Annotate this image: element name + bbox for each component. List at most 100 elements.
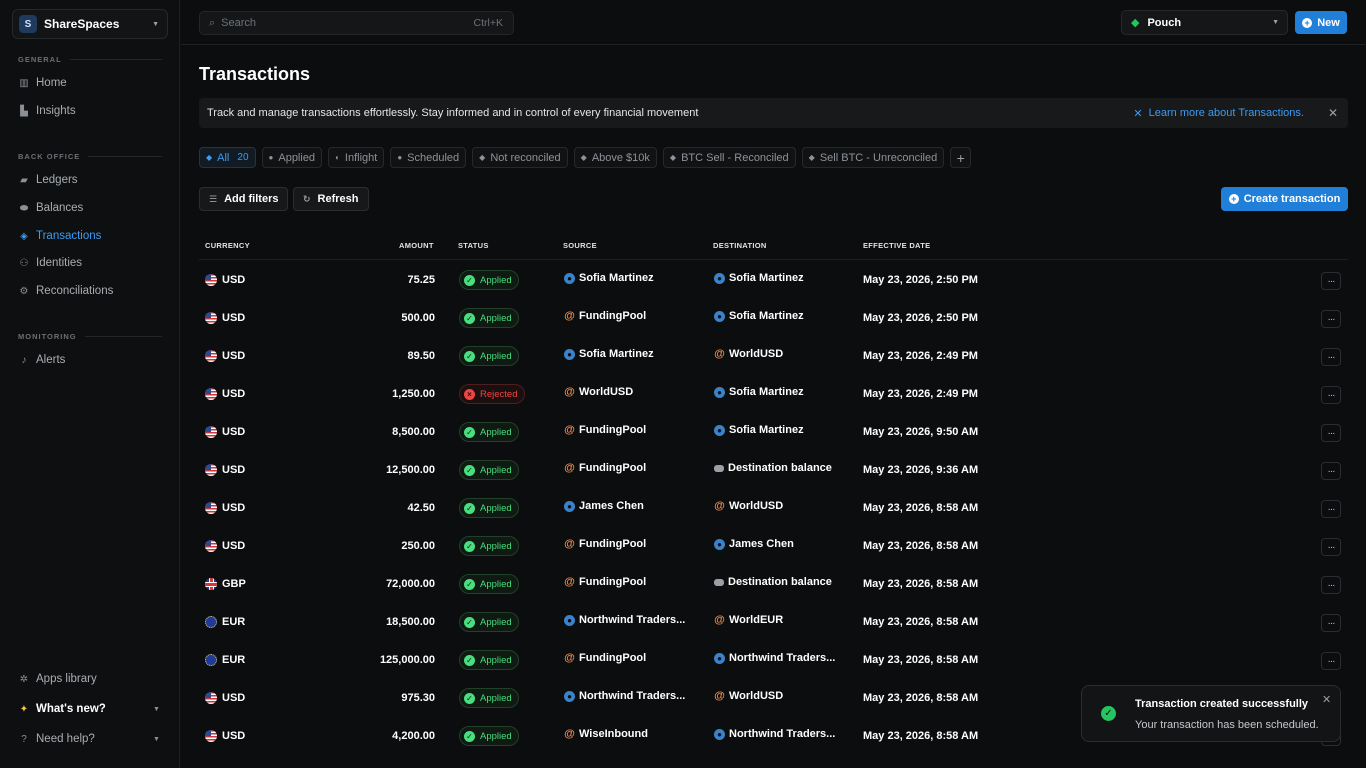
more-options-button[interactable]: ···	[1321, 500, 1341, 518]
destination-cell[interactable]: @ WorldUSD	[714, 690, 784, 702]
tab-above-10k[interactable]: ◆ Above $10k	[573, 147, 657, 168]
more-options-button[interactable]: ···	[1321, 310, 1341, 328]
destination-cell[interactable]: @ WorldEUR	[714, 614, 784, 626]
more-options-button[interactable]: ···	[1321, 614, 1341, 632]
destination-cell[interactable]: ● Northwind Traders...	[714, 639, 835, 677]
table-row[interactable]: USD 1,250.00 × Rejected @ WorldUSD ● Sofia Mart…	[199, 375, 1348, 413]
source-cell[interactable]: @ FundingPool	[564, 310, 647, 322]
tab-scheduled[interactable]: ● Scheduled	[390, 147, 467, 168]
status-badge: × Rejected	[459, 384, 525, 404]
table-row[interactable]: USD 42.50 ✓ Applied ● James Chen @ WorldUSD May …	[199, 489, 1348, 527]
more-options-button[interactable]: ···	[1321, 272, 1341, 290]
ellipsis-icon: ···	[1327, 465, 1336, 477]
tab-btc-sell-reconciled[interactable]: ◆ BTC Sell - Reconciled	[662, 147, 796, 168]
sidebar-item-insights[interactable]: ▙ Insights	[18, 105, 76, 117]
source-cell[interactable]: @ FundingPool	[564, 576, 647, 588]
sidebar-item-transactions[interactable]: ◈ Transactions	[18, 230, 101, 242]
check-circle-icon: ✓	[1101, 706, 1116, 721]
table-row[interactable]: USD 250.00 ✓ Applied @ FundingPool ● James Chen…	[199, 527, 1348, 565]
destination-cell[interactable]: @ WorldUSD	[714, 348, 784, 360]
source-cell[interactable]: @ FundingPool	[564, 652, 647, 664]
search-input[interactable]: ⌕ Search Ctrl+K	[199, 11, 514, 35]
status-badge: ✓ Applied	[459, 422, 519, 442]
source-cell[interactable]: ● James Chen	[564, 487, 644, 525]
destination-cell[interactable]: ● Sofia Martinez	[714, 411, 804, 449]
more-options-button[interactable]: ···	[1321, 386, 1341, 404]
destination-cell[interactable]: Destination balance	[714, 563, 832, 601]
table-row[interactable]: USD 500.00 ✓ Applied @ FundingPool ● Sofia Mart…	[199, 299, 1348, 337]
table-row[interactable]: EUR 125,000.00 ✓ Applied @ FundingPool ● Northw…	[199, 641, 1348, 679]
add-filters-button[interactable]: ☰ Add filters	[199, 187, 289, 211]
destination-cell[interactable]: @ WorldUSD	[714, 500, 784, 512]
column-header-effective-date[interactable]: EFFECTIVE DATE	[863, 241, 931, 250]
table-row[interactable]: USD 4,200.00 ✓ Applied @ WiseInbound ● Northwin…	[199, 717, 1348, 755]
sidebar-item-whats-new[interactable]: ✦ What's new? ▼	[19, 703, 160, 715]
column-header-currency[interactable]: CURRENCY	[205, 241, 250, 250]
tab-not-reconciled[interactable]: ◆ Not reconciled	[472, 147, 568, 168]
sidebar-item-need-help[interactable]: ? Need help? ▼	[18, 733, 160, 745]
refresh-button[interactable]: ↻ Refresh	[293, 187, 369, 211]
status-badge: ✓ Applied	[459, 688, 519, 708]
table-row[interactable]: USD 75.25 ✓ Applied ● Sofia Martinez ● Sofia Ma…	[199, 261, 1348, 299]
tab-inflight[interactable]: ◐ Inflight	[328, 147, 385, 168]
tab-all[interactable]: ◆ All 20	[199, 147, 256, 168]
users-icon: ⚇	[19, 257, 29, 269]
more-options-button[interactable]: ···	[1321, 576, 1341, 594]
status-cell: × Rejected	[459, 375, 525, 413]
learn-more-link[interactable]: ✕ Learn more about Transactions.	[1133, 107, 1304, 120]
destination-cell[interactable]: ● Northwind Traders...	[714, 715, 835, 753]
more-options-button[interactable]: ···	[1321, 538, 1341, 556]
source-cell[interactable]: @ FundingPool	[564, 538, 647, 550]
ellipsis-icon: ···	[1327, 579, 1336, 591]
add-tab-button[interactable]: +	[950, 147, 972, 168]
table-row[interactable]: EUR 18,500.00 ✓ Applied ● Northwind Traders..…	[199, 603, 1348, 641]
tab-applied[interactable]: ● Applied	[261, 147, 323, 168]
status-cell: ✓ Applied	[459, 337, 519, 375]
column-header-destination[interactable]: DESTINATION	[713, 241, 767, 250]
sidebar-item-apps-library[interactable]: ✲ Apps library	[19, 673, 97, 685]
more-options-button[interactable]: ···	[1321, 348, 1341, 366]
table-row[interactable]: GBP 72,000.00 ✓ Applied @ FundingPool Destinat…	[199, 565, 1348, 603]
workspace-switcher[interactable]: S ShareSpaces ▼	[12, 9, 168, 39]
destination-cell[interactable]: Destination balance	[714, 449, 832, 487]
close-icon[interactable]: ✕	[1327, 106, 1338, 120]
new-button[interactable]: + New	[1295, 11, 1347, 34]
sidebar-item-identities[interactable]: ⚇ Identities	[19, 257, 83, 269]
table-row[interactable]: USD 8,500.00 ✓ Applied @ FundingPool ● Sofia Ma…	[199, 413, 1348, 451]
at-icon: @	[714, 348, 725, 360]
column-header-amount[interactable]: AMOUNT	[399, 241, 434, 250]
source-cell[interactable]: @ WiseInbound	[564, 728, 648, 740]
plus-icon: +	[956, 149, 965, 166]
close-icon[interactable]: ✕	[1322, 694, 1332, 706]
sidebar-item-alerts[interactable]: ♪ Alerts	[18, 354, 66, 366]
at-icon: @	[714, 614, 725, 626]
source-cell[interactable]: ● Northwind Traders...	[564, 601, 685, 639]
destination-cell[interactable]: ● James Chen	[714, 525, 794, 563]
source-cell[interactable]: ● Sofia Martinez	[564, 259, 654, 297]
sidebar-item-balances[interactable]: ⬬ Balances	[19, 202, 84, 214]
pouch-selector[interactable]: ◆ Pouch ▼	[1121, 10, 1288, 35]
column-header-source[interactable]: SOURCE	[563, 241, 597, 250]
source-cell[interactable]: ● Sofia Martinez	[564, 335, 654, 373]
table-row[interactable]: USD 89.50 ✓ Applied ● Sofia Martinez @ WorldUSD…	[199, 337, 1348, 375]
status-badge: ✓ Applied	[459, 498, 519, 518]
sidebar-item-ledgers[interactable]: ▰ Ledgers	[18, 174, 77, 186]
source-cell[interactable]: @ FundingPool	[564, 462, 647, 474]
table-row[interactable]: USD 12,500.00 ✓ Applied @ FundingPool Destinat…	[199, 451, 1348, 489]
destination-cell[interactable]: ● Sofia Martinez	[714, 259, 804, 297]
sidebar-item-home[interactable]: ▥ Home	[19, 77, 67, 89]
source-cell[interactable]: @ WorldUSD	[564, 386, 634, 398]
create-transaction-button[interactable]: + Create transaction	[1221, 187, 1348, 211]
more-options-button[interactable]: ···	[1321, 462, 1341, 480]
at-icon: @	[564, 310, 575, 322]
destination-cell[interactable]: ● Sofia Martinez	[714, 373, 804, 411]
column-header-status[interactable]: STATUS	[458, 241, 489, 250]
more-options-button[interactable]: ···	[1321, 424, 1341, 442]
source-cell[interactable]: @ FundingPool	[564, 424, 647, 436]
destination-cell[interactable]: ● Sofia Martinez	[714, 297, 804, 335]
tab-sell-btc-unreconciled[interactable]: ◆ Sell BTC - Unreconciled	[801, 147, 945, 168]
sidebar-item-reconciliations[interactable]: ⚙ Reconciliations	[19, 285, 114, 297]
source-cell[interactable]: ● Northwind Traders...	[564, 677, 685, 715]
at-icon: @	[564, 652, 575, 664]
more-options-button[interactable]: ···	[1321, 652, 1341, 670]
